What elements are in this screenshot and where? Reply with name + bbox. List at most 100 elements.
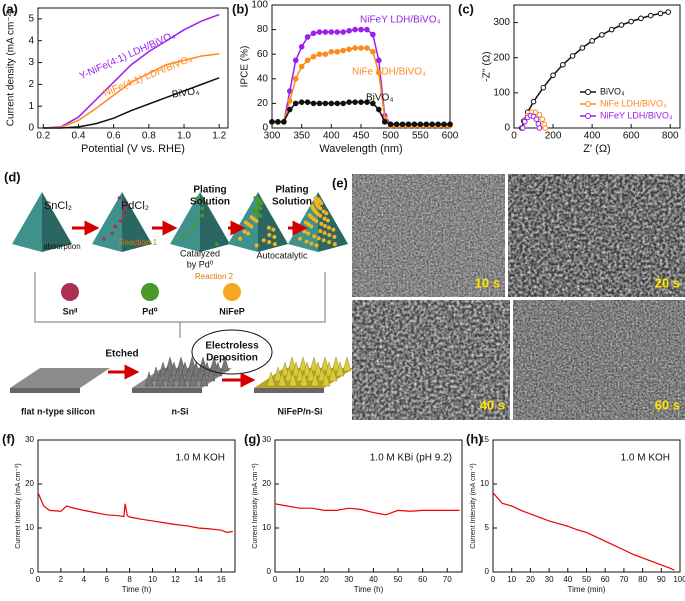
legend-label: NiFeY LDH/BiVO₄ bbox=[600, 110, 673, 120]
spike bbox=[177, 371, 187, 387]
panel-label: (h) bbox=[466, 431, 483, 446]
point bbox=[411, 121, 418, 128]
point bbox=[539, 116, 546, 123]
point bbox=[322, 29, 329, 35]
y-tick-label: 80 bbox=[257, 24, 269, 35]
pyramid-face bbox=[170, 192, 200, 252]
process-label: Deposition bbox=[206, 353, 258, 364]
spike bbox=[195, 366, 205, 382]
x-tick-label: 0 bbox=[511, 131, 517, 142]
particle bbox=[298, 236, 303, 241]
particle bbox=[303, 220, 308, 225]
substrate-side bbox=[10, 388, 80, 393]
annotation: 1.0 M KOH bbox=[176, 453, 225, 464]
panel-label: (c) bbox=[458, 1, 474, 16]
spike bbox=[291, 361, 301, 377]
point bbox=[322, 100, 329, 107]
point bbox=[298, 63, 305, 70]
panel-label: (b) bbox=[232, 1, 249, 16]
particle bbox=[331, 227, 336, 232]
particle bbox=[195, 196, 200, 200]
particle bbox=[267, 232, 272, 237]
y-tick-label: 0 bbox=[30, 567, 35, 576]
point bbox=[269, 119, 275, 125]
panel-label: (g) bbox=[244, 431, 261, 446]
particle bbox=[102, 237, 106, 241]
spike bbox=[169, 361, 179, 377]
spike bbox=[280, 361, 290, 377]
y-tick-label: 100 bbox=[493, 87, 510, 98]
spike bbox=[277, 371, 287, 387]
plot-frame bbox=[37, 7, 229, 129]
point bbox=[287, 98, 293, 104]
x-tick-label: 40 bbox=[563, 575, 572, 584]
x-axis-label: Potential (V vs. RHE) bbox=[81, 143, 185, 155]
note: Reaction 2 bbox=[195, 272, 234, 281]
point bbox=[589, 38, 595, 44]
panel-label: (d) bbox=[4, 169, 21, 184]
point bbox=[579, 45, 586, 51]
y-axis-label: IPCE (%) bbox=[240, 46, 251, 88]
spike bbox=[284, 366, 294, 382]
legend-marker bbox=[585, 101, 591, 107]
y-tick-label: 0 bbox=[504, 123, 510, 134]
process-circle bbox=[191, 329, 273, 375]
series-label: NiFe LDH/BiVO₄ bbox=[352, 67, 426, 78]
point bbox=[376, 57, 382, 64]
spike bbox=[188, 371, 198, 387]
point bbox=[328, 100, 335, 107]
x-tick-label: 600 bbox=[442, 131, 459, 142]
x-tick-label: 20 bbox=[320, 575, 329, 584]
point bbox=[310, 53, 317, 60]
particle bbox=[326, 225, 331, 230]
point bbox=[429, 121, 436, 128]
particle bbox=[246, 231, 251, 236]
note: Autocatalytic bbox=[256, 250, 308, 260]
x-tick-label: 300 bbox=[264, 131, 281, 142]
point bbox=[310, 100, 317, 107]
y-axis-label: -Z'' (Ω) bbox=[482, 51, 493, 81]
particle bbox=[254, 243, 259, 248]
species-label: NiFeP bbox=[219, 306, 245, 316]
x-tick-label: 70 bbox=[619, 575, 628, 584]
x-tick-label: 4 bbox=[82, 575, 87, 584]
spike bbox=[158, 361, 168, 377]
particle bbox=[327, 232, 332, 237]
spike bbox=[180, 361, 190, 377]
point bbox=[447, 121, 453, 128]
particle bbox=[266, 225, 271, 230]
x-axis-label: Wavelength (nm) bbox=[319, 143, 402, 155]
particle bbox=[272, 234, 277, 239]
substrate-side bbox=[132, 388, 202, 393]
y-tick-label: 30 bbox=[262, 435, 271, 444]
y-tick-label: 10 bbox=[480, 479, 489, 488]
spike bbox=[331, 356, 341, 372]
particle bbox=[215, 242, 219, 246]
x-axis-label: Time (h) bbox=[122, 585, 152, 594]
y-tick-label: 5 bbox=[485, 523, 490, 532]
spike bbox=[187, 356, 197, 372]
point bbox=[304, 34, 311, 40]
reagent: Solution bbox=[272, 197, 312, 208]
spike bbox=[320, 356, 330, 372]
sem-time: 40 s bbox=[480, 397, 505, 412]
series-line bbox=[272, 101, 450, 126]
spike bbox=[288, 371, 298, 387]
point bbox=[292, 57, 299, 64]
y-tick-label: 30 bbox=[25, 435, 34, 444]
series-line bbox=[37, 492, 233, 534]
pyramid-face bbox=[92, 192, 122, 252]
point bbox=[665, 9, 672, 15]
particle bbox=[304, 239, 309, 244]
particle bbox=[318, 229, 323, 234]
y-tick-label: 15 bbox=[480, 435, 489, 444]
x-tick-label: 10 bbox=[295, 575, 304, 584]
point bbox=[376, 69, 382, 76]
species-label: Pd⁰ bbox=[142, 306, 158, 316]
particle bbox=[256, 197, 261, 202]
particle bbox=[201, 201, 205, 206]
point bbox=[638, 15, 644, 22]
particle bbox=[200, 206, 205, 211]
sem-texture bbox=[352, 174, 505, 297]
